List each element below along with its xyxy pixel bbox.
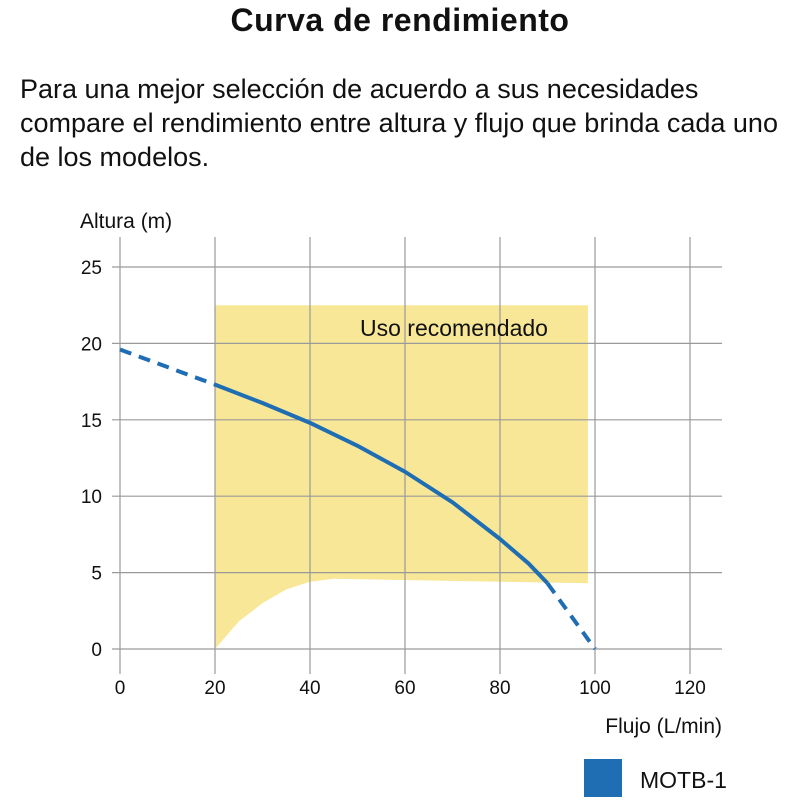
- x-tick-label: 20: [204, 678, 225, 699]
- y-axis-label: Altura (m): [80, 210, 172, 233]
- x-tick-label: 40: [299, 678, 320, 699]
- x-tick-label: 60: [394, 678, 415, 699]
- x-tick-label: 100: [579, 678, 611, 699]
- y-tick-label: 25: [81, 258, 102, 279]
- legend-swatch: [584, 759, 622, 797]
- recommended-use-region: [215, 305, 588, 649]
- y-tick-label: 15: [81, 411, 102, 432]
- x-axis-label: Flujo (L/min): [605, 715, 722, 738]
- region-label: Uso recomendado: [360, 315, 548, 341]
- y-tick-label: 20: [81, 334, 102, 355]
- x-tick-label: 0: [115, 678, 126, 699]
- y-tick-label: 0: [91, 640, 102, 661]
- curve-solid: [214, 382, 549, 585]
- chart-subtitle: Para una mejor selección de acuerdo a su…: [20, 74, 778, 172]
- y-tick-label: 10: [81, 487, 102, 508]
- x-tick-label: 120: [674, 678, 706, 699]
- y-tick-label: 5: [91, 564, 102, 585]
- legend-label: MOTB-1: [640, 767, 727, 793]
- curve-dashed-start: [119, 347, 216, 387]
- chart-title: Curva de rendimiento: [230, 2, 570, 38]
- curve-dashed-end: [545, 582, 597, 651]
- x-tick-label: 80: [489, 678, 510, 699]
